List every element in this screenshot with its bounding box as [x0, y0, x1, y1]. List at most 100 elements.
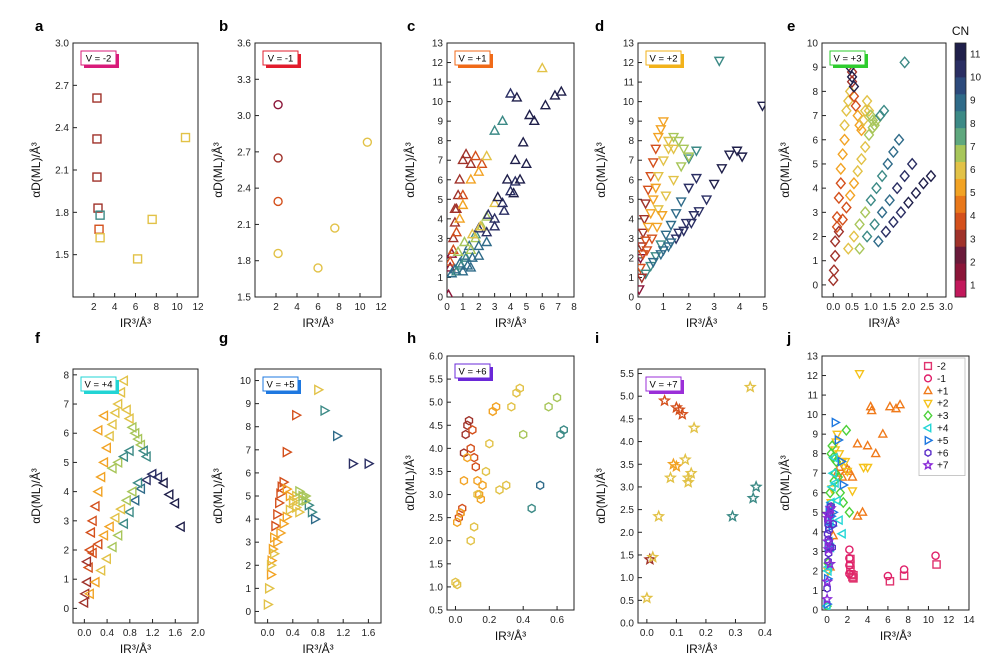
panel-letter: f — [35, 330, 41, 347]
data-point — [665, 220, 677, 231]
data-point — [837, 147, 848, 161]
data-point — [726, 509, 740, 523]
data-point-+4 — [831, 495, 841, 506]
y-tick-label: 6 — [812, 488, 818, 499]
data-point — [93, 203, 103, 213]
data-point — [134, 439, 146, 451]
data-point — [652, 205, 664, 216]
y-tick-label: 5 — [63, 458, 69, 469]
data-point — [555, 85, 567, 96]
data-points — [447, 62, 567, 297]
data-point — [858, 114, 869, 127]
y-tick-label: 2.7 — [55, 81, 69, 92]
colorbar-segment — [955, 195, 966, 213]
data-point — [481, 150, 493, 161]
y-tick-label: 4 — [812, 184, 818, 195]
x-tick-label: 12 — [943, 615, 955, 626]
x-tick-label: 0.0 — [826, 302, 840, 313]
x-tick-label: 0.5 — [845, 302, 859, 313]
panel-g: g 0.0 0.4 0.8 1.2 1.6 0 1 2 3 4 5 6 7 8 9 10 IR³/Å³ αD(ML)… — [210, 330, 382, 656]
y-tick-label: 10 — [240, 376, 252, 387]
data-point — [106, 418, 117, 431]
data-point — [298, 490, 309, 502]
data-points — [827, 56, 937, 287]
x-tick-label: 2 — [91, 302, 97, 313]
legend-marker — [923, 410, 933, 422]
data-point — [882, 157, 894, 171]
data-point — [841, 201, 852, 214]
x-tick-label: 2.5 — [920, 302, 934, 313]
plot-frame — [254, 368, 382, 624]
y-tick-label: 6.0 — [429, 352, 443, 363]
x-tick-label: 1.2 — [336, 628, 350, 639]
legend-label: +5 — [937, 436, 949, 447]
data-point — [447, 243, 459, 255]
x-tick-label: 4 — [294, 302, 300, 313]
data-point-+7 — [822, 511, 835, 524]
plot-frame — [637, 368, 766, 624]
legend-marker — [923, 385, 933, 395]
data-point — [684, 466, 698, 479]
panel-letter: i — [595, 330, 599, 347]
panel-h: h 0.0 0.2 0.4 0.6 0.5 1.0 1.5 2.0 2.5 3.0 3.5 4.0 4.5… — [402, 330, 575, 643]
data-point — [466, 251, 478, 262]
data-point — [645, 209, 657, 220]
data-point — [465, 243, 477, 255]
data-point — [638, 214, 650, 226]
x-tick-label: 8 — [154, 302, 160, 313]
data-point — [925, 169, 937, 183]
data-point — [646, 234, 658, 245]
data-point — [731, 146, 743, 157]
y-tick-label: 1.0 — [620, 573, 634, 584]
y-tick-label: 2.5 — [620, 505, 634, 516]
data-point — [669, 459, 683, 473]
data-point-+1 — [852, 438, 863, 448]
data-point — [854, 242, 865, 255]
plot-frame — [72, 368, 199, 624]
data-point-+4 — [827, 468, 837, 479]
y-tick-label: 1 — [628, 273, 634, 284]
data-point — [839, 133, 850, 147]
x-tick-label: 4 — [865, 615, 871, 626]
data-point — [681, 475, 695, 488]
data-point — [264, 582, 276, 594]
y-tick-label: 9 — [812, 430, 818, 441]
valence-tag — [80, 376, 117, 392]
y-tick-label: 4 — [628, 214, 634, 225]
colorbar-title: CN — [952, 24, 969, 38]
x-axis-label: IR³/Å³ — [495, 315, 526, 330]
data-point-+7 — [823, 557, 837, 570]
data-point — [95, 471, 106, 483]
y-tick-label: 1.5 — [620, 550, 634, 561]
data-point — [273, 248, 283, 259]
data-point — [848, 80, 860, 93]
data-point — [651, 222, 663, 233]
colorbar-tick-label: 5 — [970, 188, 976, 199]
y-tick-label: 2.4 — [237, 184, 251, 195]
data-point — [273, 196, 283, 207]
x-tick-label: 1 — [661, 302, 667, 313]
x-tick-label: 8 — [336, 302, 342, 313]
data-point-+3 — [828, 451, 839, 464]
data-point — [474, 220, 486, 231]
data-point — [678, 452, 692, 466]
data-point — [831, 220, 843, 234]
y-tick-label: 4.5 — [429, 421, 443, 432]
x-axis-label: IR³/Å³ — [302, 641, 333, 656]
x-tick-label: 4 — [508, 302, 514, 313]
x-axis-label: IR³/Å³ — [686, 315, 717, 330]
data-point — [447, 288, 454, 297]
y-axis-label: αD(ML)/Å³ — [28, 468, 43, 524]
colorbar-segment — [955, 178, 966, 196]
data-point — [80, 576, 92, 588]
y-tick-label: 11 — [433, 78, 444, 89]
data-point — [647, 195, 659, 206]
data-point — [652, 509, 666, 523]
data-point — [456, 508, 465, 518]
y-tick-label: 3 — [628, 234, 634, 245]
valence-label: V = +6 — [459, 367, 487, 378]
data-point — [906, 157, 918, 171]
data-point — [833, 191, 845, 205]
data-point — [277, 481, 288, 493]
data-point — [106, 541, 117, 553]
